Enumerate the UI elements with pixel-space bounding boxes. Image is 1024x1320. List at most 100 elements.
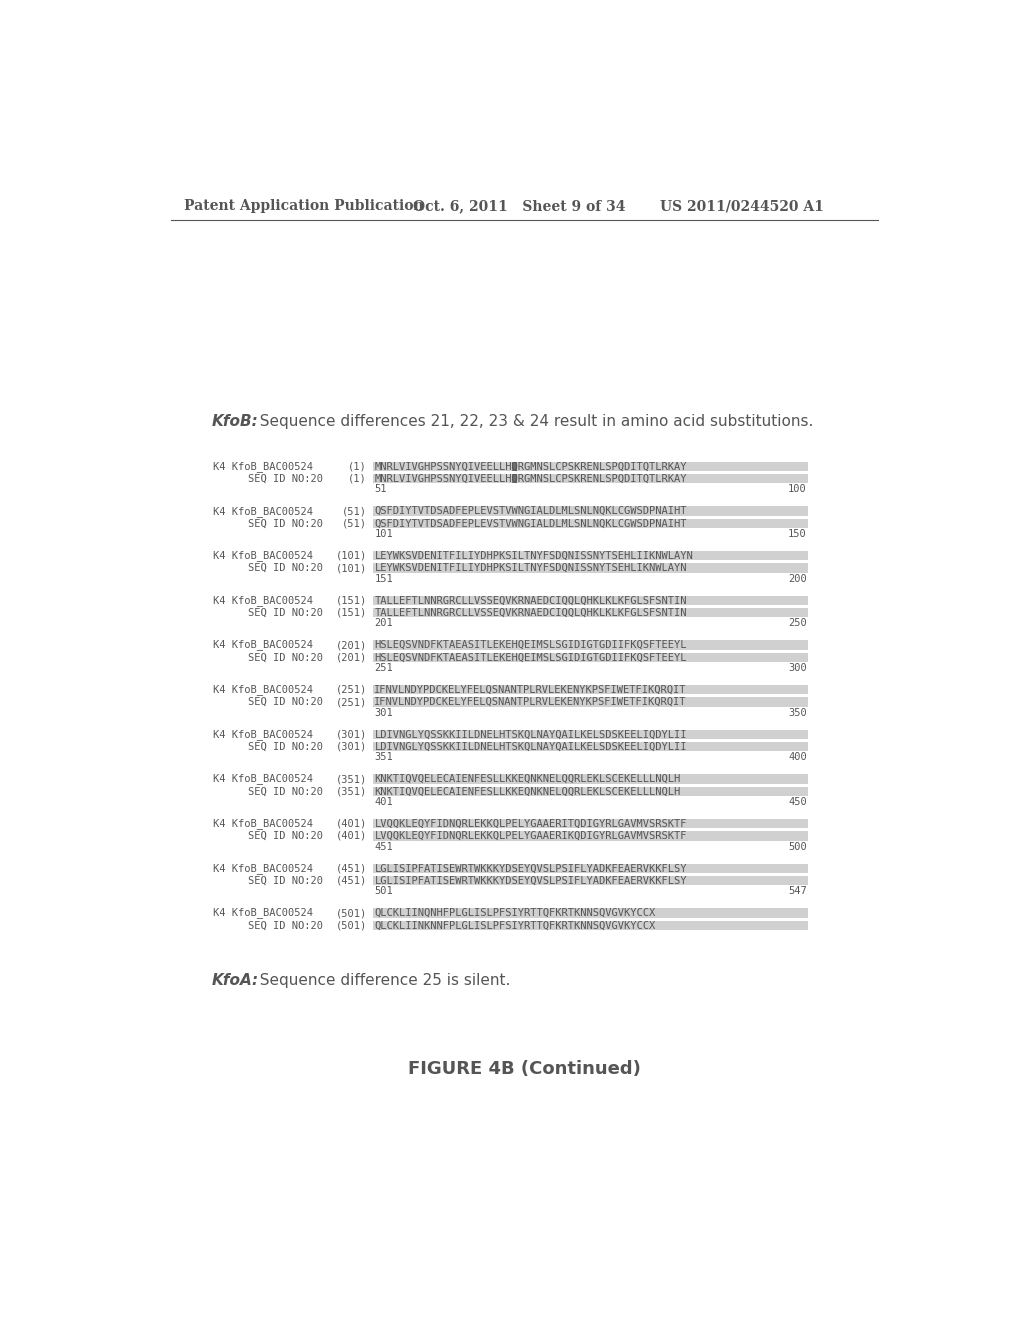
Text: US 2011/0244520 A1: US 2011/0244520 A1: [659, 199, 823, 213]
Text: SEQ ID NO:20: SEQ ID NO:20: [248, 652, 324, 663]
Text: K4 KfoB_BAC00524: K4 KfoB_BAC00524: [213, 461, 313, 471]
Text: Patent Application Publication: Patent Application Publication: [183, 199, 424, 213]
Text: LGLISIPFATISEWRTWKKKYDSEYQVSLPSIFLYADKFEAERVKKFLSY: LGLISIPFATISEWRTWKKKYDSEYQVSLPSIFLYADKFE…: [375, 875, 687, 886]
Text: 501: 501: [375, 887, 393, 896]
Text: 400: 400: [788, 752, 807, 763]
Text: (501): (501): [336, 908, 367, 917]
Text: (101): (101): [336, 550, 367, 561]
Text: LGLISIPFATISEWRTWKKKYDSEYQVSLPSIFLYADKFEAERVKKFLSY: LGLISIPFATISEWRTWKKKYDSEYQVSLPSIFLYADKFE…: [375, 863, 687, 874]
Text: SEQ ID NO:20: SEQ ID NO:20: [248, 519, 324, 528]
Text: 100: 100: [788, 484, 807, 495]
Text: HSLEQSVNDFKTAEASITLEKEHQEIMSLSGIDIGTGDIIFKQSFTEEYL: HSLEQSVNDFKTAEASITLEKEHQEIMSLSGIDIGTGDII…: [375, 652, 687, 663]
Text: 250: 250: [788, 619, 807, 628]
Text: (301): (301): [336, 742, 367, 751]
Text: LVQQKLEQYFIDNQRLEKKQLPELYGAAERITQDIGYRLGAVMVSRSKTF: LVQQKLEQYFIDNQRLEKKQLPELYGAAERITQDIGYRLG…: [375, 818, 687, 829]
FancyBboxPatch shape: [373, 832, 809, 841]
Text: SEQ ID NO:20: SEQ ID NO:20: [248, 564, 324, 573]
Text: K4 KfoB_BAC00524: K4 KfoB_BAC00524: [213, 550, 313, 561]
FancyBboxPatch shape: [512, 474, 517, 483]
Text: 450: 450: [788, 797, 807, 807]
FancyBboxPatch shape: [373, 876, 809, 886]
Text: (451): (451): [336, 875, 367, 886]
Text: KNKTIQVQELECAIENFESLLKKEQNKNELQQRLEKLSCEKELLLNQLH: KNKTIQVQELECAIENFESLLKKEQNKNELQQRLEKLSCE…: [375, 787, 681, 796]
Text: IFNVLNDYPDCKELYFELQSNANTPLRVLEKENYKPSFIWETFIKQRQIT: IFNVLNDYPDCKELYFELQSNANTPLRVLEKENYKPSFIW…: [375, 697, 687, 708]
Text: 251: 251: [375, 663, 393, 673]
Text: QLCKLIINQNHFPLGLISLPFSIYRTTQFKRTKNNSQVGVKYCCX: QLCKLIINQNHFPLGLISLPFSIYRTTQFKRTKNNSQVGV…: [375, 908, 655, 917]
Text: 401: 401: [375, 797, 393, 807]
FancyBboxPatch shape: [373, 863, 809, 873]
FancyBboxPatch shape: [373, 462, 809, 471]
Text: SEQ ID NO:20: SEQ ID NO:20: [248, 697, 324, 708]
Text: Sequence difference 25 is silent.: Sequence difference 25 is silent.: [251, 973, 511, 989]
FancyBboxPatch shape: [373, 564, 809, 573]
Text: SEQ ID NO:20: SEQ ID NO:20: [248, 875, 324, 886]
Text: SEQ ID NO:20: SEQ ID NO:20: [248, 474, 324, 483]
FancyBboxPatch shape: [512, 462, 517, 471]
Text: SEQ ID NO:20: SEQ ID NO:20: [248, 607, 324, 618]
FancyBboxPatch shape: [373, 640, 809, 649]
Text: (51): (51): [342, 506, 367, 516]
FancyBboxPatch shape: [373, 685, 809, 694]
Text: HSLEQSVNDFKTAEASITLEKEHQEIMSLSGIDIGTGDIIFKQSFTEEYL: HSLEQSVNDFKTAEASITLEKEHQEIMSLSGIDIGTGDII…: [375, 640, 687, 649]
FancyBboxPatch shape: [373, 787, 809, 796]
Text: IFNVLNDYPDCKELYFELQSNANTPLRVLEKENYKPSFIWETFIKQRQIT: IFNVLNDYPDCKELYFELQSNANTPLRVLEKENYKPSFIW…: [375, 685, 687, 694]
FancyBboxPatch shape: [373, 595, 809, 605]
Text: (451): (451): [336, 863, 367, 874]
Text: (201): (201): [336, 640, 367, 649]
Text: (351): (351): [336, 774, 367, 784]
Text: (351): (351): [336, 787, 367, 796]
Text: 200: 200: [788, 574, 807, 583]
Text: (301): (301): [336, 730, 367, 739]
Text: 500: 500: [788, 842, 807, 851]
Text: K4 KfoB_BAC00524: K4 KfoB_BAC00524: [213, 506, 313, 516]
Text: (1): (1): [348, 474, 367, 483]
Text: QSFDIYTVTDSADFEPLEVSTVWNGIALDLMLSNLNQKLCGWSDPNAIHT: QSFDIYTVTDSADFEPLEVSTVWNGIALDLMLSNLNQKLC…: [375, 506, 687, 516]
Text: (151): (151): [336, 595, 367, 606]
Text: K4 KfoB_BAC00524: K4 KfoB_BAC00524: [213, 818, 313, 829]
Text: (51): (51): [342, 519, 367, 528]
Text: 350: 350: [788, 708, 807, 718]
Text: 151: 151: [375, 574, 393, 583]
Text: (401): (401): [336, 832, 367, 841]
FancyBboxPatch shape: [373, 742, 809, 751]
Text: QLCKLIINKNNFPLGLISLPFSIYRTTQFKRTKNNSQVGVKYCCX: QLCKLIINKNNFPLGLISLPFSIYRTTQFKRTKNNSQVGV…: [375, 920, 655, 931]
Text: (151): (151): [336, 607, 367, 618]
Text: (401): (401): [336, 818, 367, 829]
Text: (1): (1): [348, 462, 367, 471]
Text: (501): (501): [336, 920, 367, 931]
Text: 351: 351: [375, 752, 393, 763]
FancyBboxPatch shape: [373, 818, 809, 829]
Text: 51: 51: [375, 484, 387, 495]
Text: QSFDIYTVTDSADFEPLEVSTVWNGIALDLMLSNLNQKLCGWSDPNAIHT: QSFDIYTVTDSADFEPLEVSTVWNGIALDLMLSNLNQKLC…: [375, 519, 687, 528]
Text: (251): (251): [336, 685, 367, 694]
FancyBboxPatch shape: [373, 775, 809, 784]
Text: LVQQKLEQYFIDNQRLEKKQLPELYGAAERIKQDIGYRLGAVMVSRSKTF: LVQQKLEQYFIDNQRLEKKQLPELYGAAERIKQDIGYRLG…: [375, 832, 687, 841]
Text: K4 KfoB_BAC00524: K4 KfoB_BAC00524: [213, 640, 313, 651]
Text: (101): (101): [336, 564, 367, 573]
Text: K4 KfoB_BAC00524: K4 KfoB_BAC00524: [213, 863, 313, 874]
Text: Oct. 6, 2011   Sheet 9 of 34: Oct. 6, 2011 Sheet 9 of 34: [414, 199, 626, 213]
Text: K4 KfoB_BAC00524: K4 KfoB_BAC00524: [213, 729, 313, 739]
Text: SEQ ID NO:20: SEQ ID NO:20: [248, 787, 324, 796]
Text: Sequence differences 21, 22, 23 & 24 result in amino acid substitutions.: Sequence differences 21, 22, 23 & 24 res…: [251, 414, 814, 429]
Text: MNRLVIVGHPSSNYQIVEELLHQRGMNSLCPSKRENLSPQDITQTLRKAY: MNRLVIVGHPSSNYQIVEELLHQRGMNSLCPSKRENLSPQ…: [375, 462, 687, 471]
FancyBboxPatch shape: [373, 697, 809, 706]
FancyBboxPatch shape: [373, 552, 809, 560]
Text: K4 KfoB_BAC00524: K4 KfoB_BAC00524: [213, 774, 313, 784]
Text: 301: 301: [375, 708, 393, 718]
FancyBboxPatch shape: [373, 921, 809, 929]
Text: K4 KfoB_BAC00524: K4 KfoB_BAC00524: [213, 595, 313, 606]
Text: SEQ ID NO:20: SEQ ID NO:20: [248, 832, 324, 841]
Text: LDIVNGLYQSSKKIILDNELHTSKQLNAYQAILKELSDSKEELIQDYLII: LDIVNGLYQSSKKIILDNELHTSKQLNAYQAILKELSDSK…: [375, 742, 687, 751]
Text: 451: 451: [375, 842, 393, 851]
Text: 150: 150: [788, 529, 807, 539]
FancyBboxPatch shape: [373, 507, 809, 516]
Text: FIGURE 4B (Continued): FIGURE 4B (Continued): [409, 1060, 641, 1078]
FancyBboxPatch shape: [373, 730, 809, 739]
Text: TALLEFTLNNRGRCLLVSSEQVKRNAEDCIQQLQHKLKLKFGLSFSNTIN: TALLEFTLNNRGRCLLVSSEQVKRNAEDCIQQLQHKLKLK…: [375, 607, 687, 618]
Text: TALLEFTLNNRGRCLLVSSEQVKRNAEDCIQQLQHKLKLKFGLSFSNTIN: TALLEFTLNNRGRCLLVSSEQVKRNAEDCIQQLQHKLKLK…: [375, 595, 687, 606]
Text: 201: 201: [375, 619, 393, 628]
Text: LEYWKSVDENITFILIYDHPKSILTNYFSDQNISSNYTSEHLIKNWLAYN: LEYWKSVDENITFILIYDHPKSILTNYFSDQNISSNYTSE…: [375, 564, 687, 573]
Text: LEYWKSVDENITFILIYDHPKSILTNYFSDQNISSNYTSEHLIIKNWLAYN: LEYWKSVDENITFILIYDHPKSILTNYFSDQNISSNYTSE…: [375, 550, 693, 561]
Text: K4 KfoB_BAC00524: K4 KfoB_BAC00524: [213, 908, 313, 919]
